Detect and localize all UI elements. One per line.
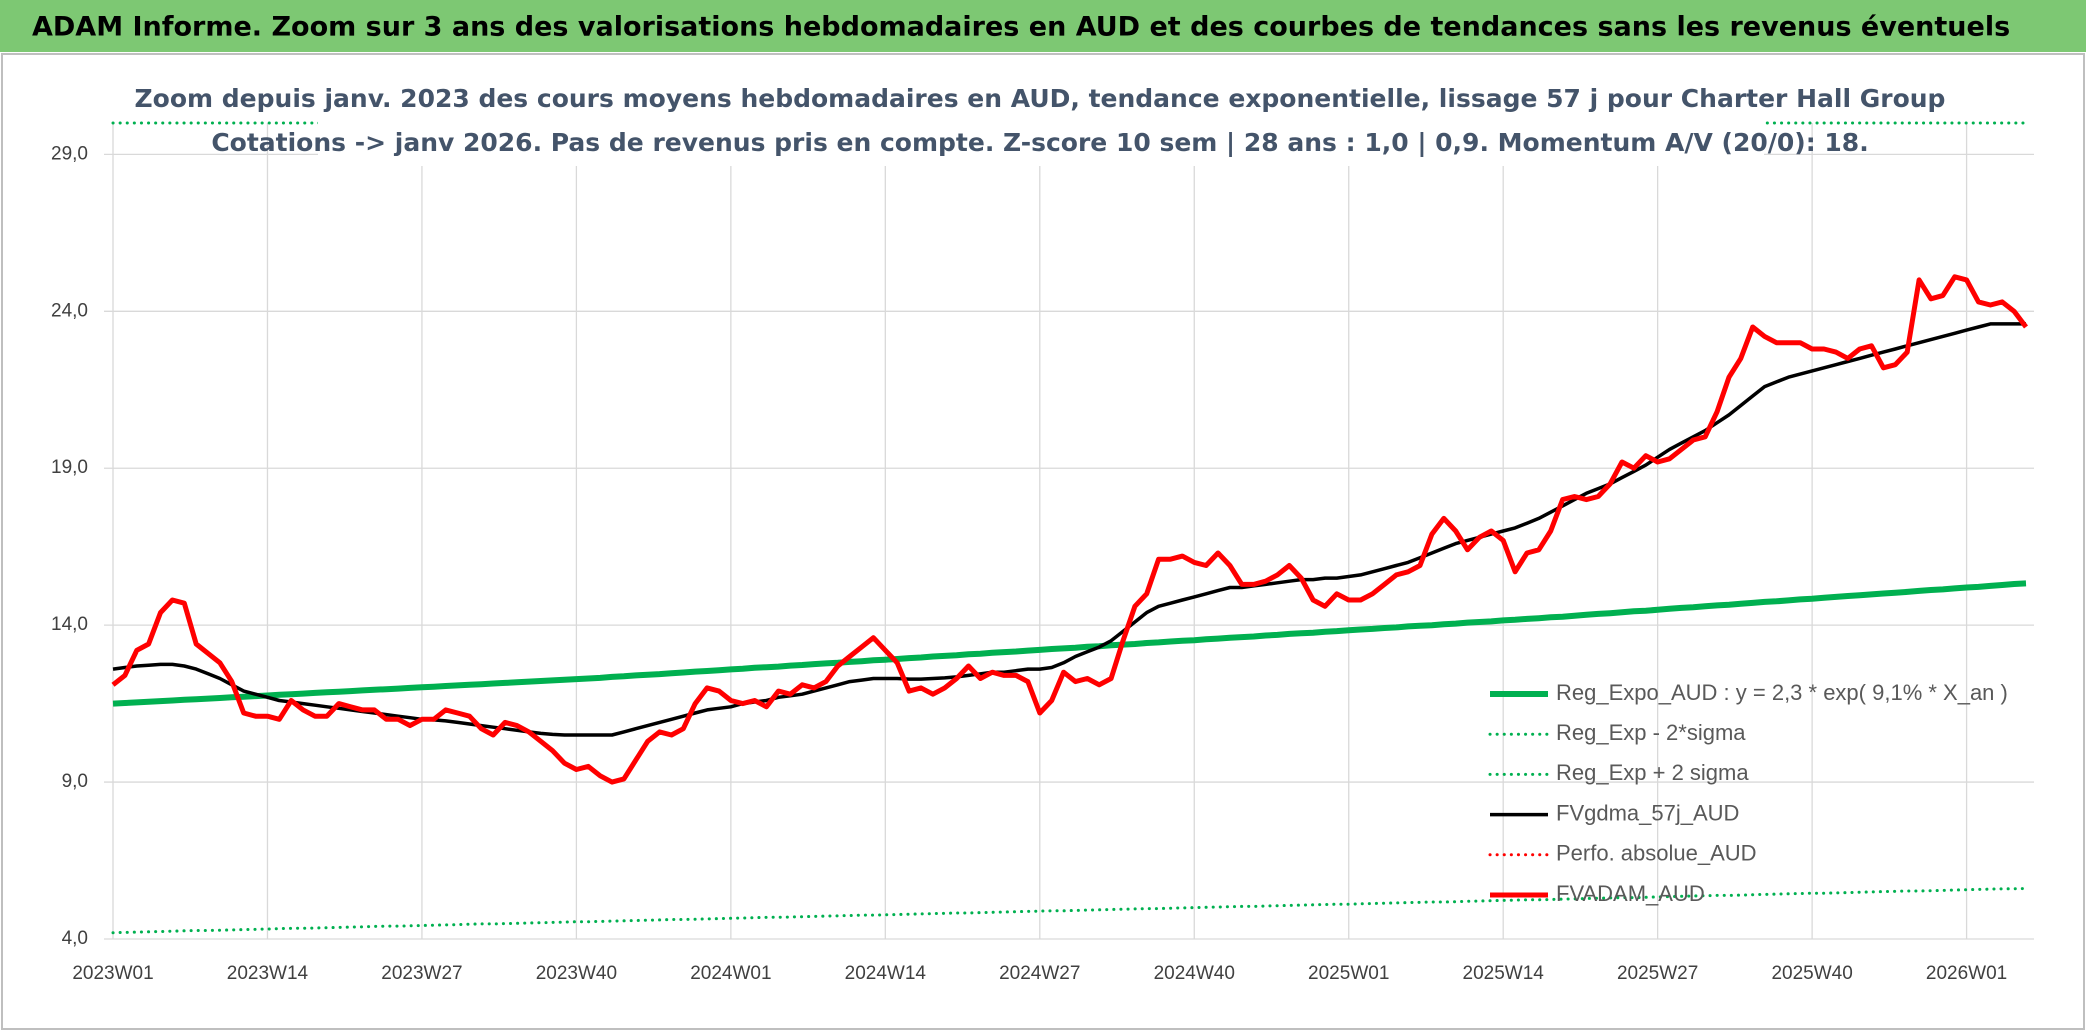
y-tick-label: 9,0 <box>62 771 88 792</box>
series-line <box>112 580 2027 707</box>
title-box <box>318 76 1764 166</box>
legend-label: Reg_Exp + 2 sigma <box>1556 760 1749 785</box>
x-tick-label: 2024W14 <box>845 963 927 984</box>
series-line <box>111 274 2028 785</box>
x-tick-label: 2024W01 <box>690 963 771 984</box>
legend-label: Perfo. absolue_AUD <box>1556 841 1757 866</box>
y-tick-label: 14,0 <box>51 614 88 635</box>
x-tick-label: 2024W40 <box>1154 963 1235 984</box>
chart-title: Zoom depuis janv. 2023 des cours moyens … <box>135 84 1946 113</box>
header-title: ADAM Informe. Zoom sur 3 ans des valoris… <box>32 12 2010 43</box>
x-tick-label: 2025W27 <box>1617 963 1698 984</box>
x-tick-label: 2025W14 <box>1463 963 1545 984</box>
header-bar <box>0 0 2086 52</box>
series-line <box>111 887 2028 935</box>
x-tick-label: 2026W01 <box>1926 963 2007 984</box>
legend-label: Reg_Expo_AUD : y = 2,3 * exp( 9,1% * X_a… <box>1556 680 2008 705</box>
chart-subtitle: Cotations -> janv 2026. Pas de revenus p… <box>211 128 1868 157</box>
legend-label: FVADAM_AUD <box>1556 881 1705 906</box>
x-tick-label: 2023W01 <box>72 963 153 984</box>
x-tick-label: 2025W01 <box>1308 963 1389 984</box>
x-tick-label: 2023W40 <box>536 963 617 984</box>
legend-label: FVgdma_57j_AUD <box>1556 800 1739 825</box>
y-tick-label: 4,0 <box>62 928 88 949</box>
legend-label: Reg_Exp - 2*sigma <box>1556 720 1746 745</box>
y-tick-label: 29,0 <box>51 143 88 164</box>
x-tick-label: 2025W40 <box>1771 963 1852 984</box>
x-tick-label: 2023W27 <box>381 963 462 984</box>
y-tick-label: 24,0 <box>51 300 88 321</box>
x-tick-label: 2023W14 <box>227 963 309 984</box>
x-tick-label: 2024W27 <box>999 963 1080 984</box>
y-tick-label: 19,0 <box>51 457 88 478</box>
frame <box>1 53 2085 1030</box>
